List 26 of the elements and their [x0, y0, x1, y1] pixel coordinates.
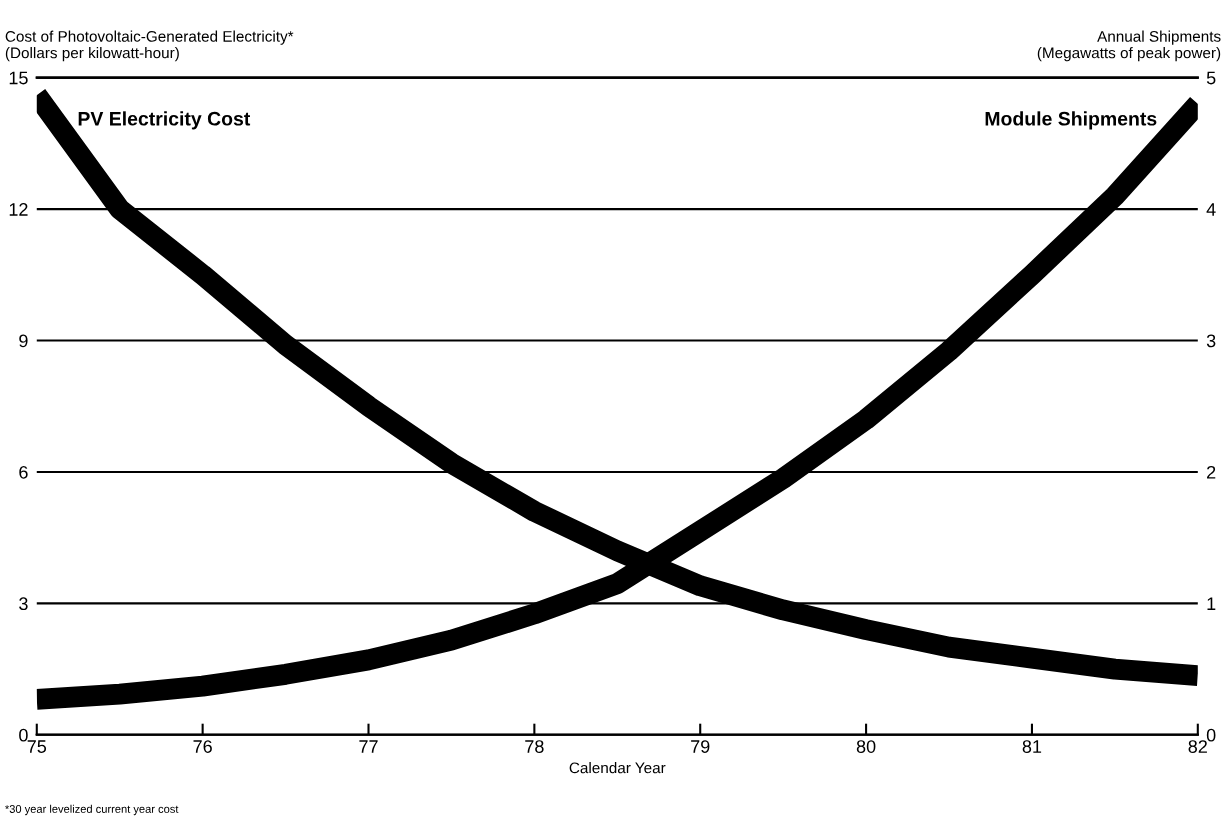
x-axis-title: Calendar Year	[569, 762, 666, 774]
series-label: PV Electricity Cost	[78, 111, 251, 130]
y2-tick-label: 1	[1207, 597, 1216, 610]
x-tick-label: 81	[1022, 740, 1042, 753]
x-tick-label: 76	[193, 740, 212, 753]
y2-tick-label: 2	[1207, 465, 1216, 479]
y2-tick-label: 5	[1206, 71, 1216, 85]
y-tick-label: 15	[9, 71, 28, 85]
series-label: Module Shipments	[985, 111, 1157, 130]
x-tick-label: 79	[691, 740, 710, 753]
y2-tick-label: 3	[1206, 334, 1216, 348]
text: *30 year levelized current year cost	[5, 804, 179, 816]
x-tick-label: 77	[359, 740, 378, 753]
x-tick-label: 78	[525, 740, 544, 753]
y-tick-label: 3	[19, 597, 28, 611]
y-tick-label: 12	[9, 203, 28, 216]
x-tick-label: 80	[856, 740, 876, 753]
y2-tick-label: 4	[1206, 203, 1216, 216]
y-tick-label: 9	[19, 334, 28, 348]
x-tick-label: 82	[1188, 740, 1207, 753]
y-axis-title: Cost of Photovoltaic-Generated Electricity* (Dollars per kilowatt-hour)	[5, 30, 294, 62]
x-tick-label: 75	[27, 740, 47, 753]
y-tick-label: 0	[19, 728, 28, 742]
y-tick-label: 6	[19, 465, 28, 479]
y2-axis-title: Annual Shipments (Megawatts of peak power)	[1037, 30, 1221, 62]
y2-tick-label: 0	[1206, 728, 1216, 742]
